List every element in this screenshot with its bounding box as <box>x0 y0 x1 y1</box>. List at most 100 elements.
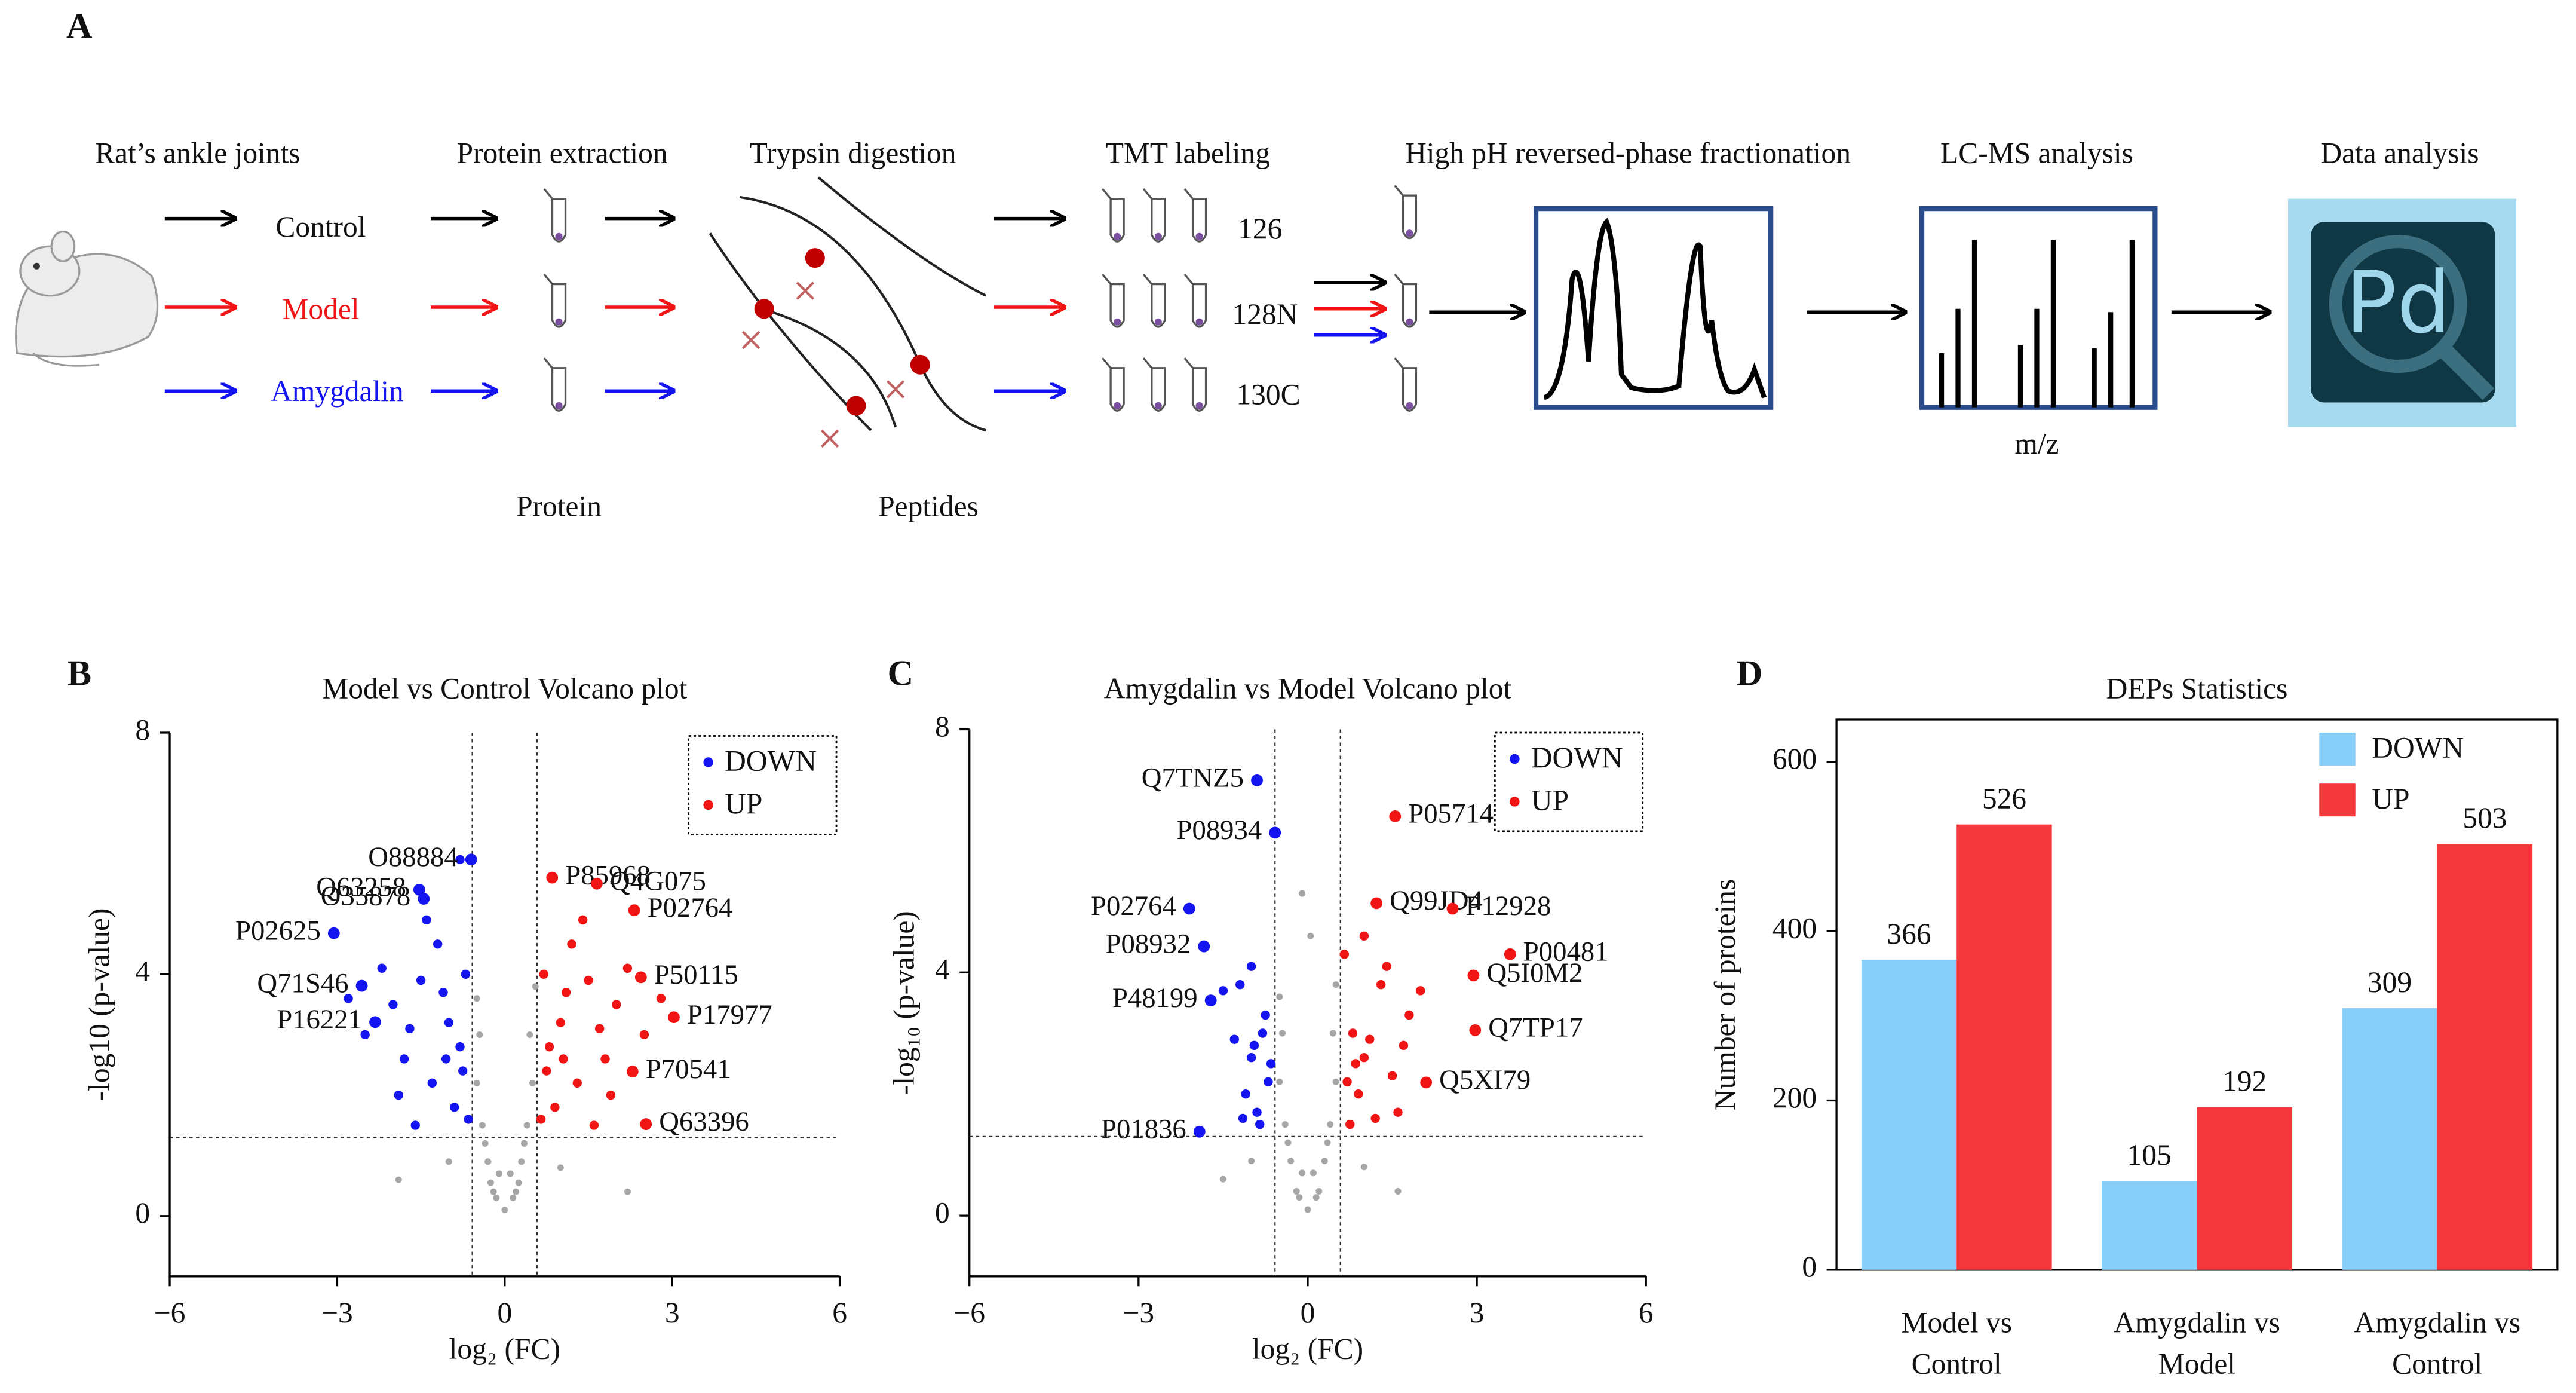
data-point <box>544 1042 554 1052</box>
chart-title: Model vs Control Volcano plot <box>322 672 687 705</box>
bar <box>1861 960 1957 1270</box>
data-point <box>561 987 571 997</box>
step-label: Trypsin digestion <box>750 136 956 169</box>
data-point <box>1219 1175 1226 1183</box>
data-point <box>1307 932 1314 939</box>
data-point <box>1312 1194 1320 1201</box>
x-tick-label: 6 <box>832 1296 847 1329</box>
x-tick-label: 0 <box>1301 1296 1315 1329</box>
point-label: P02764 <box>1091 890 1176 921</box>
step-label: Rat’s ankle joints <box>95 136 300 169</box>
data-point <box>1304 1206 1311 1213</box>
point-label: Q4G075 <box>610 865 706 896</box>
data-point <box>1266 1059 1276 1069</box>
tube <box>1394 273 1418 328</box>
x-tick-label: Control <box>2392 1347 2482 1380</box>
x-tick-label: Amygdalin vs <box>2354 1306 2520 1339</box>
x-tick-label: −3 <box>1123 1296 1155 1329</box>
legend-label: UP <box>2372 782 2409 815</box>
caption: Peptides <box>878 489 979 522</box>
data-point <box>1241 1089 1250 1099</box>
data-point <box>394 1090 403 1100</box>
data-point <box>612 1000 621 1009</box>
data-point <box>1345 1119 1355 1129</box>
data-point <box>589 1120 599 1130</box>
bar <box>2342 1008 2437 1270</box>
tube <box>543 357 567 412</box>
data-point <box>515 1179 522 1186</box>
data-point <box>1382 962 1391 971</box>
data-point <box>479 1122 486 1129</box>
y-tick-label: 0 <box>935 1196 950 1229</box>
x-tick-label: 3 <box>1470 1296 1485 1329</box>
workflow-diagram: A Rat’s ankle joints Protein extraction … <box>15 6 2517 522</box>
cleavage-site <box>805 248 825 268</box>
data-point <box>1248 1158 1255 1165</box>
arrows <box>164 219 2270 391</box>
data-point <box>1321 1158 1328 1165</box>
data-point <box>1393 1107 1403 1117</box>
point-label: Q71S46 <box>257 968 348 999</box>
group-label: Amygdalin <box>271 375 404 408</box>
data-point <box>369 1016 381 1028</box>
y-axis-label: Number of proteins <box>1709 879 1741 1110</box>
x-tick-label: 6 <box>1639 1296 1654 1329</box>
data-point <box>1287 1158 1295 1165</box>
data-point <box>438 987 448 997</box>
y-tick-label: 0 <box>1802 1250 1817 1283</box>
caption: Protein <box>516 489 602 522</box>
point-label: O88884 <box>368 841 458 872</box>
legend-swatch <box>2319 783 2356 817</box>
data-point <box>473 1079 480 1086</box>
peptide-chain <box>817 176 987 297</box>
point-label: P00481 <box>1523 936 1609 968</box>
data-point <box>1348 1028 1358 1038</box>
data-point <box>1299 1169 1306 1177</box>
logo-lens <box>2329 235 2467 373</box>
data-point <box>441 1054 451 1064</box>
data-point <box>465 853 477 866</box>
y-axis-label: -log₁₀ (p-value) <box>888 911 921 1095</box>
tube <box>1142 273 1166 328</box>
data-point <box>360 1030 370 1040</box>
y-tick-label: 4 <box>935 953 950 986</box>
ms-spectrum <box>1939 240 2135 408</box>
data-point <box>1365 1034 1375 1044</box>
data-point <box>526 1031 533 1038</box>
data-point <box>1299 890 1306 897</box>
data-point <box>410 1120 420 1130</box>
logo-text: Pd <box>2345 253 2451 353</box>
y-tick-label: 600 <box>1772 742 1817 775</box>
data-point <box>639 1030 649 1040</box>
data-point <box>433 939 443 949</box>
data-point <box>1360 1164 1367 1171</box>
point-label: P05714 <box>1408 798 1494 829</box>
data-point <box>461 969 471 979</box>
data-point <box>493 1194 500 1201</box>
y-tick-label: 4 <box>135 955 150 988</box>
x-tick-label: 3 <box>665 1296 680 1329</box>
point-label: P12928 <box>1466 890 1551 921</box>
data-point <box>1404 1010 1414 1020</box>
data-point <box>606 1090 616 1100</box>
tube <box>1142 357 1166 412</box>
data-point <box>1246 962 1256 971</box>
bar <box>1956 824 2052 1270</box>
data-point <box>626 1066 639 1078</box>
peptide-chain <box>709 232 872 431</box>
data-point <box>458 1066 468 1076</box>
legend-marker <box>1510 797 1520 807</box>
data-point <box>1329 1030 1336 1037</box>
point-label: Q63396 <box>659 1106 749 1137</box>
point-label: O35878 <box>321 881 411 912</box>
data-point <box>542 1066 551 1076</box>
data-point <box>1351 1059 1360 1069</box>
cleavage-site <box>910 354 930 375</box>
legend-marker <box>1510 754 1520 764</box>
point-label: P70541 <box>646 1054 731 1085</box>
data-point <box>1376 979 1386 990</box>
point-label: Q63258 <box>316 872 406 903</box>
peptide-chain <box>739 195 986 432</box>
value-label: 309 <box>2368 966 2412 999</box>
